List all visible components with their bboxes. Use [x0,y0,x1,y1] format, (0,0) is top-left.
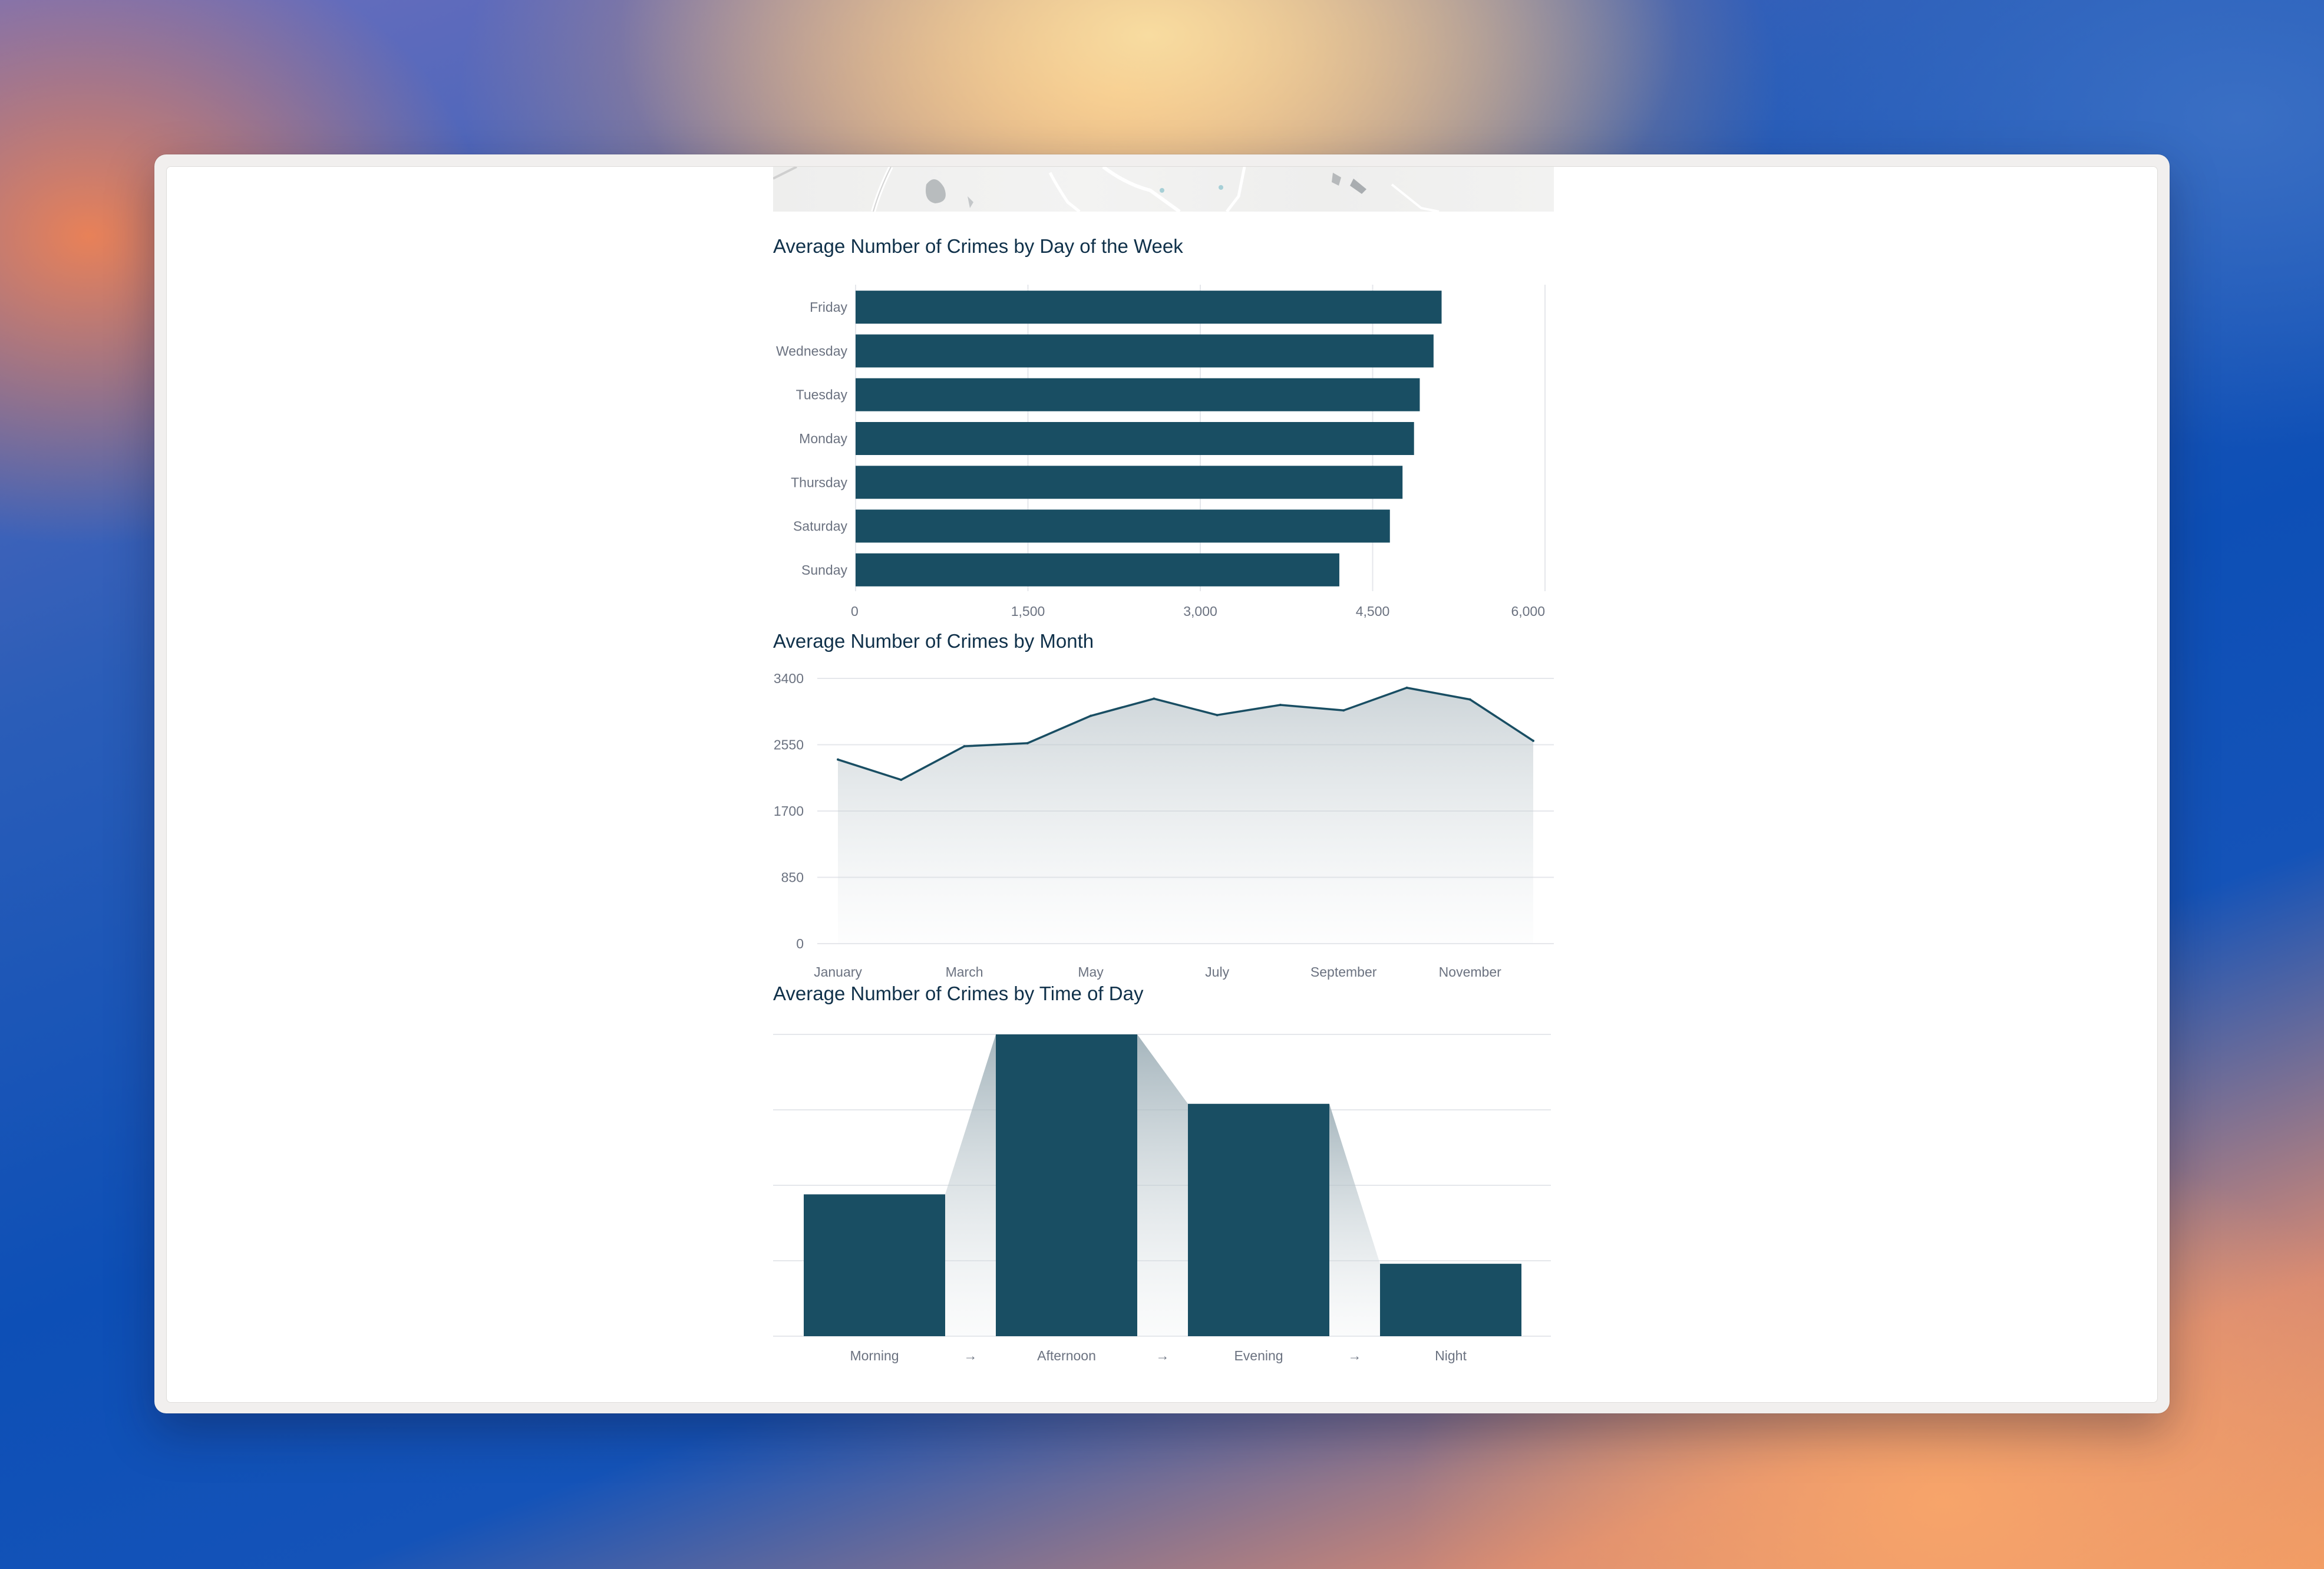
tick-label-monday: Monday [799,431,847,446]
bar-afternoon [996,1034,1137,1336]
x-tick-label: January [814,964,862,980]
chart-month: 0 850 1700 2550 3400 January March May July Septe… [774,673,1554,980]
data-point-september [1342,709,1345,712]
chart-title-time-of-day: Average Number of Crimes by Time of Day [773,983,1144,1004]
x-tick-label: 3,000 [1183,604,1217,619]
x-tick-label: September [1310,964,1377,980]
data-point-november [1468,698,1471,701]
bar-tuesday [856,378,1420,411]
data-point-april [1026,741,1029,744]
tick-label-saturday: Saturday [793,519,848,534]
chart-day-of-week: Friday Wednesday Tuesday Monday Thursday Satu… [776,285,1546,619]
bar-saturday [856,509,1390,543]
page-content: Average Number of Crimes by Day of the W… [166,166,2158,1403]
x-tick-label: March [946,964,983,980]
arrow-icon: → [1348,1348,1362,1363]
chart-time-of-day: Morning → Afternoon → Evening → Night [773,1034,1551,1363]
x-tick-label: November [1439,964,1501,980]
y-tick-label: 850 [781,870,804,885]
connector-band [945,1034,996,1336]
x-tick-label-afternoon: Afternoon [1037,1348,1096,1363]
data-point-may [1090,714,1092,717]
tick-label-sunday: Sunday [801,562,848,578]
bar-sunday [856,553,1339,586]
arrow-icon: → [1156,1348,1170,1363]
bar-morning [804,1194,945,1336]
x-tick-label: July [1205,964,1229,980]
series-line [837,687,1534,781]
data-point-july [1216,714,1219,717]
app-window: Average Number of Crimes by Day of the W… [154,154,2170,1413]
data-point-march [963,745,966,748]
tick-label-friday: Friday [810,299,847,315]
x-tick-label: May [1078,964,1104,980]
chart-title-month: Average Number of Crimes by Month [773,630,1094,652]
bar-wednesday [856,334,1434,368]
tick-label-wednesday: Wednesday [776,343,848,358]
x-tick-label-evening: Evening [1234,1348,1283,1363]
data-point-october [1405,686,1408,689]
bar-friday [856,291,1442,324]
bar-monday [856,422,1414,455]
map-tile-icon [773,167,1440,213]
arrow-icon: → [964,1348,978,1363]
data-point-august [1279,704,1282,706]
tick-label-thursday: Thursday [791,474,847,490]
y-tick-label: 0 [796,936,804,951]
x-tick-label: 0 [851,604,859,619]
bar-thursday [856,466,1403,499]
tick-label-tuesday: Tuesday [796,387,848,403]
connector-band [1137,1034,1188,1336]
bar-evening [1188,1103,1329,1336]
x-tick-label: 6,000 [1511,604,1545,619]
connector-band [1329,1103,1380,1336]
y-tick-label: 1700 [774,803,804,819]
data-point-february [900,779,903,782]
area-fill [838,687,1533,944]
y-tick-label: 3400 [774,673,804,686]
data-point-december [1532,739,1534,742]
chart-title-day-of-week: Average Number of Crimes by Day of the W… [773,235,1183,257]
x-tick-label-night: Night [1435,1348,1467,1363]
x-tick-label: 1,500 [1011,604,1045,619]
map-preview[interactable] [773,167,1554,213]
x-tick-label: 4,500 [1356,604,1390,619]
data-point-june [1153,697,1156,700]
data-point-january [837,758,839,761]
bar-night [1380,1264,1521,1336]
y-tick-label: 2550 [774,737,804,753]
x-tick-label-morning: Morning [850,1348,899,1363]
